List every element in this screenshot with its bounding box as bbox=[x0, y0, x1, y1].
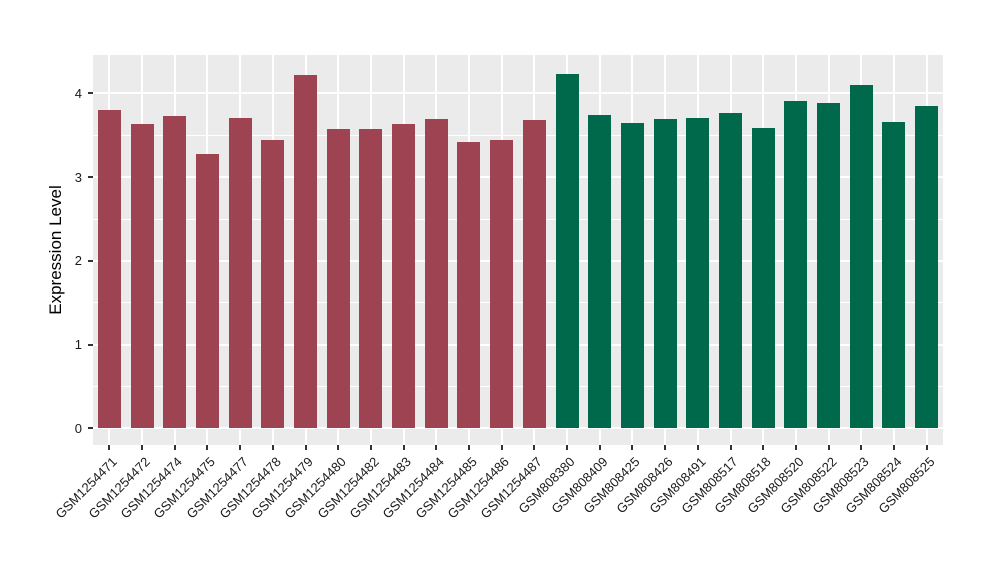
x-tick-mark bbox=[271, 445, 274, 450]
x-tick-mark bbox=[206, 445, 209, 450]
bar-GSM1254487 bbox=[522, 120, 546, 429]
bar-GSM808523 bbox=[849, 85, 873, 429]
x-tick-mark bbox=[827, 445, 830, 450]
gridline-major-h bbox=[93, 92, 943, 95]
bar-GSM808522 bbox=[817, 102, 841, 429]
x-tick-mark bbox=[304, 445, 307, 450]
bar-GSM1254483 bbox=[392, 123, 416, 429]
gridline-major-h bbox=[93, 343, 943, 346]
x-tick-mark bbox=[402, 445, 405, 450]
y-tick-mark bbox=[88, 343, 93, 346]
bar-GSM808517 bbox=[719, 112, 742, 429]
x-tick-mark bbox=[664, 445, 667, 450]
plot-panel bbox=[93, 55, 943, 445]
y-tick-label: 2 bbox=[74, 253, 82, 269]
x-tick-mark bbox=[631, 445, 634, 450]
x-tick-mark bbox=[729, 445, 732, 450]
gridline-minor-h bbox=[93, 134, 943, 136]
x-axis: GSM1254471 GSM1254472 GSM1254474 GSM1254475… bbox=[53, 445, 943, 575]
bar-GSM808524 bbox=[882, 121, 906, 429]
y-tick-mark bbox=[88, 259, 93, 262]
x-tick-mark bbox=[925, 445, 928, 450]
bar-GSM808520 bbox=[784, 101, 808, 429]
x-tick-mark bbox=[108, 445, 111, 450]
x-tick-mark bbox=[369, 445, 372, 450]
gridline-minor-h bbox=[93, 385, 943, 387]
bar-GSM1254480 bbox=[326, 129, 350, 429]
gridline-major-h bbox=[93, 427, 943, 430]
x-tick-mark bbox=[892, 445, 895, 450]
y-tick-mark bbox=[88, 176, 93, 179]
y-tick-label: 0 bbox=[74, 420, 82, 436]
x-tick-mark bbox=[500, 445, 503, 450]
x-tick-mark bbox=[435, 445, 438, 450]
bar-GSM1254472 bbox=[130, 123, 154, 429]
x-tick-mark bbox=[566, 445, 569, 450]
bar-GSM1254486 bbox=[490, 140, 514, 429]
y-tick-mark bbox=[88, 92, 93, 95]
bar-GSM808426 bbox=[653, 118, 677, 429]
x-tick-mark bbox=[794, 445, 797, 450]
bar-GSM1254485 bbox=[457, 142, 481, 429]
bar-GSM808525 bbox=[915, 106, 939, 429]
x-tick-mark bbox=[598, 445, 601, 450]
bar-GSM1254477 bbox=[228, 117, 252, 429]
bar-GSM1254482 bbox=[359, 129, 383, 429]
x-tick-mark bbox=[239, 445, 242, 450]
bar-GSM1254471 bbox=[97, 110, 121, 429]
bar-GSM808380 bbox=[555, 74, 579, 429]
x-tick-mark bbox=[533, 445, 536, 450]
x-tick-mark bbox=[860, 445, 863, 450]
y-axis: 0 1 2 3 4 bbox=[0, 55, 93, 445]
x-tick-mark bbox=[337, 445, 340, 450]
x-tick-mark bbox=[173, 445, 176, 450]
y-tick-label: 4 bbox=[74, 85, 82, 101]
bar-GSM1254474 bbox=[163, 116, 187, 429]
y-tick-label: 3 bbox=[74, 169, 82, 185]
bar-GSM808425 bbox=[620, 122, 644, 429]
bar-GSM808409 bbox=[588, 115, 612, 429]
gridline-minor-h bbox=[93, 218, 943, 220]
x-slot: GSM808525 bbox=[875, 445, 943, 575]
bar-GSM1254479 bbox=[294, 75, 317, 429]
gridline-minor-h bbox=[93, 302, 943, 304]
gridline-major-h bbox=[93, 176, 943, 179]
y-tick-mark bbox=[88, 427, 93, 430]
gridline-major-h bbox=[93, 259, 943, 262]
bar-GSM1254484 bbox=[424, 119, 448, 429]
bar-GSM808491 bbox=[686, 117, 710, 429]
bar-GSM1254475 bbox=[195, 153, 219, 429]
x-tick-mark bbox=[696, 445, 699, 450]
x-tick-mark bbox=[141, 445, 144, 450]
x-tick-mark bbox=[762, 445, 765, 450]
bar-GSM808518 bbox=[751, 127, 775, 429]
bar-GSM1254478 bbox=[261, 140, 285, 429]
x-tick-mark bbox=[467, 445, 470, 450]
y-tick-label: 1 bbox=[74, 337, 82, 353]
